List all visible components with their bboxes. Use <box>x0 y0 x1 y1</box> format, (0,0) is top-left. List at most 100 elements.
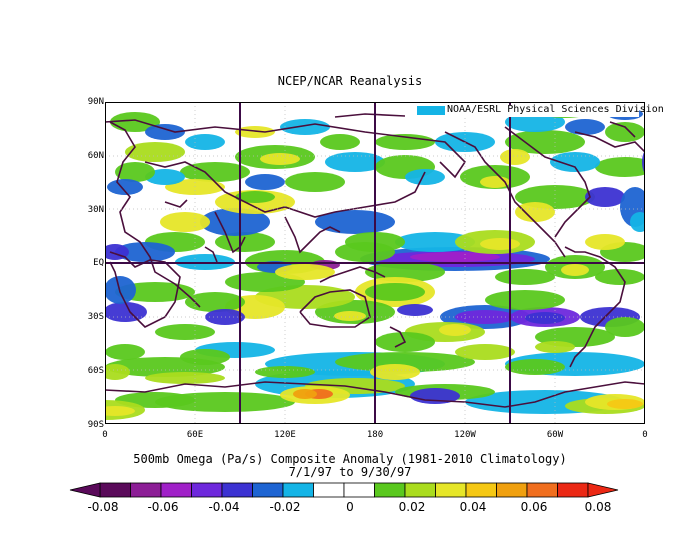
anomaly-region <box>275 264 335 280</box>
anomaly-region <box>160 212 210 232</box>
colorbar-right-arrow <box>587 482 619 498</box>
anomaly-region <box>105 344 145 360</box>
coastline-segment <box>609 121 636 138</box>
colorbar-tick-3: -0.04 <box>208 500 240 514</box>
colorbar-swatch <box>374 482 406 498</box>
anomaly-region <box>495 269 555 285</box>
anomaly-region <box>595 269 645 285</box>
anomaly-region <box>334 311 366 321</box>
anomaly-region <box>607 399 643 409</box>
anomaly-region <box>585 187 625 207</box>
anomaly-region <box>525 312 565 324</box>
colorbar-swatch <box>99 482 131 498</box>
anomaly-region <box>515 202 555 222</box>
anomaly-region <box>605 122 645 142</box>
bold-reference-lines <box>105 102 645 424</box>
anomaly-region <box>335 352 475 372</box>
colorbar-swatch <box>404 482 436 498</box>
lat-label-60s: 60S <box>87 366 104 376</box>
anomaly-region <box>115 242 175 262</box>
anomaly-region <box>480 238 520 250</box>
coastline-segment <box>105 119 467 179</box>
colorbar-tick-9: 0.08 <box>584 500 612 514</box>
colorbar-swatch <box>130 482 162 498</box>
anomaly-region <box>630 212 645 232</box>
colorbar-tick-2: -0.06 <box>147 500 179 514</box>
coastline-segment <box>504 126 591 238</box>
anomaly-region <box>561 264 589 276</box>
anomaly-region <box>605 317 645 337</box>
lat-label-60n: 60N <box>87 151 104 161</box>
anomaly-region <box>180 349 230 365</box>
colorbar-swatch <box>465 482 497 498</box>
lat-label-30n: 30N <box>87 205 104 215</box>
colorbar-swatch <box>221 482 253 498</box>
coastline-segment <box>574 131 645 153</box>
coastline-segment <box>144 161 426 218</box>
anomaly-region <box>235 191 275 203</box>
anomaly-region <box>200 208 270 236</box>
coastline-segment <box>444 131 566 258</box>
colorbar-swatch <box>191 482 223 498</box>
colorbar-tick-8: 0.06 <box>520 500 548 514</box>
colorbar-tick-7: 0.04 <box>459 500 487 514</box>
colorbar-swatch <box>313 482 345 498</box>
attribution-label: NOAA/ESRL Physical Sciences Division <box>447 104 664 115</box>
colorbar-tick-5: 0 <box>346 500 354 514</box>
anomaly-region <box>485 290 565 310</box>
anomaly-region <box>145 372 225 384</box>
coastlines <box>105 113 645 408</box>
caption-variable: 500mb Omega (Pa/s) Composite Anomaly (19… <box>133 452 567 466</box>
colorbar-swatch <box>252 482 284 498</box>
anomaly-region <box>395 232 475 252</box>
anomaly-region <box>180 162 250 182</box>
colorbar-swatch <box>282 482 314 498</box>
colorbar-swatch <box>526 482 558 498</box>
anomaly-region <box>215 232 275 252</box>
anomaly-region <box>255 366 315 378</box>
anomaly-region <box>375 134 435 150</box>
coastline-segment <box>109 251 181 328</box>
anomaly-region <box>155 324 215 340</box>
lon-label-60w: 60W <box>546 430 564 440</box>
lon-label-120e: 120E <box>274 430 296 440</box>
coastline-segment <box>214 211 246 254</box>
colorbar-swatch <box>496 482 528 498</box>
lon-label-60e: 60E <box>186 430 204 440</box>
anomaly-region <box>320 134 360 150</box>
lon-label-0: 0 <box>102 430 108 440</box>
anomaly-region <box>565 119 605 135</box>
anomaly-region <box>185 134 225 150</box>
anomaly-region <box>285 172 345 192</box>
lon-label-180: 180 <box>366 430 384 440</box>
anomaly-region <box>105 364 130 380</box>
anomaly-region <box>370 364 420 380</box>
coastline-segment <box>389 326 407 348</box>
anomaly-region <box>105 302 147 322</box>
anomaly-region <box>365 283 425 301</box>
anomaly-region <box>325 152 385 172</box>
anomaly-region <box>505 130 585 154</box>
colorbar-swatch <box>435 482 467 498</box>
coastline-segment <box>164 199 188 208</box>
anomaly-region <box>110 112 160 132</box>
anomaly-region <box>105 276 136 304</box>
coastline-segment <box>284 216 341 254</box>
anomaly-region <box>410 252 500 262</box>
colorbar-tick-1: -0.08 <box>87 500 119 514</box>
coastline-segment <box>299 289 371 328</box>
anomaly-region <box>235 126 275 138</box>
anomaly-region <box>115 162 155 182</box>
coastline-segment <box>105 381 645 408</box>
omega-anomaly-map <box>105 102 645 424</box>
anomaly-region <box>439 324 471 336</box>
anomaly-region <box>125 142 185 162</box>
anomaly-region <box>280 119 330 135</box>
lat-label-30s: 30S <box>87 312 104 322</box>
colorbar-tick-4: -0.02 <box>269 500 301 514</box>
anomaly-region <box>145 169 185 185</box>
coastline-segment <box>109 121 201 308</box>
caption-dates: 7/1/97 to 9/30/97 <box>288 465 412 479</box>
anomaly-region <box>293 389 317 399</box>
lat-label-90n: 90N <box>87 97 104 107</box>
